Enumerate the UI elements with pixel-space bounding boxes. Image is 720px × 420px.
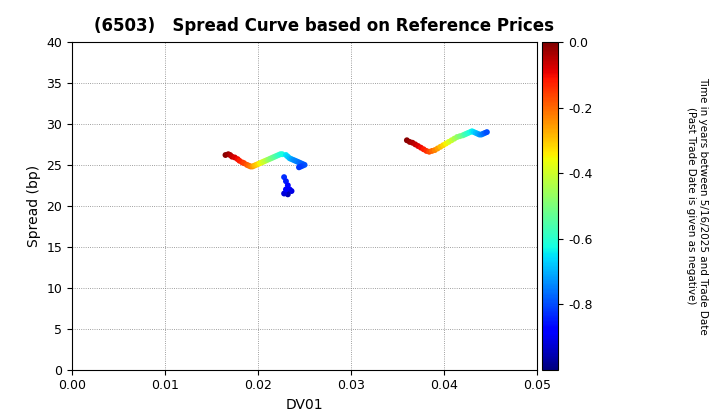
- Point: [407, 139, 418, 146]
- Point: [265, 155, 276, 162]
- Point: [415, 144, 426, 151]
- Point: [241, 161, 253, 168]
- Point: [247, 163, 258, 170]
- Point: [454, 133, 466, 139]
- Point: [258, 158, 269, 165]
- Point: [282, 182, 294, 189]
- Point: [280, 178, 292, 184]
- Point: [238, 160, 250, 167]
- Point: [462, 129, 474, 136]
- Point: [423, 148, 435, 155]
- Point: [260, 158, 271, 164]
- Point: [248, 162, 260, 169]
- Point: [293, 164, 305, 171]
- Point: [264, 156, 275, 163]
- Point: [287, 157, 299, 163]
- Point: [420, 147, 432, 154]
- Point: [225, 152, 236, 158]
- Point: [475, 131, 487, 138]
- Point: [286, 188, 297, 194]
- Point: [220, 152, 231, 158]
- Point: [245, 163, 256, 170]
- Point: [426, 147, 438, 154]
- Point: [477, 130, 489, 137]
- Point: [251, 161, 262, 168]
- Point: [297, 161, 308, 168]
- Point: [295, 160, 307, 167]
- Point: [459, 131, 470, 138]
- Point: [410, 141, 421, 148]
- Point: [435, 144, 446, 150]
- Point: [222, 151, 234, 158]
- Point: [267, 154, 279, 161]
- Point: [271, 152, 282, 159]
- Point: [293, 159, 305, 166]
- Point: [279, 190, 290, 197]
- Point: [467, 128, 478, 135]
- Point: [443, 139, 454, 145]
- Point: [468, 129, 480, 135]
- Point: [295, 163, 307, 170]
- Point: [440, 140, 451, 147]
- Point: [401, 137, 413, 144]
- Point: [261, 157, 273, 163]
- Point: [461, 130, 472, 137]
- Point: [418, 146, 429, 152]
- Point: [269, 153, 281, 160]
- Point: [280, 152, 292, 158]
- Point: [464, 129, 476, 135]
- Point: [446, 137, 457, 144]
- Point: [252, 161, 264, 168]
- Point: [438, 142, 449, 149]
- Point: [472, 130, 483, 137]
- Point: [432, 145, 444, 152]
- Point: [234, 158, 246, 164]
- Point: [282, 191, 294, 198]
- Point: [299, 161, 310, 168]
- Point: [289, 158, 301, 164]
- Point: [470, 129, 482, 136]
- Point: [229, 154, 240, 161]
- Point: [429, 147, 441, 153]
- Point: [226, 153, 238, 160]
- Y-axis label: Time in years between 5/16/2025 and Trade Date
(Past Trade Date is given as nega: Time in years between 5/16/2025 and Trad…: [686, 77, 708, 335]
- Point: [449, 135, 460, 142]
- Point: [297, 162, 308, 169]
- Point: [279, 174, 290, 181]
- Point: [276, 151, 288, 158]
- Point: [273, 152, 284, 158]
- Point: [404, 139, 415, 145]
- Point: [232, 156, 243, 163]
- Point: [284, 155, 295, 162]
- Point: [451, 134, 463, 140]
- Point: [280, 186, 292, 193]
- Point: [474, 131, 485, 138]
- Point: [243, 162, 254, 169]
- Point: [282, 153, 294, 160]
- Point: [481, 129, 492, 135]
- Y-axis label: Spread (bp): Spread (bp): [27, 165, 41, 247]
- Point: [284, 186, 295, 193]
- Point: [254, 160, 266, 167]
- Point: [280, 189, 292, 196]
- X-axis label: DV01: DV01: [286, 398, 323, 412]
- Point: [274, 151, 286, 158]
- Point: [292, 158, 303, 165]
- Point: [413, 143, 424, 150]
- Text: (6503)   Spread Curve based on Reference Prices: (6503) Spread Curve based on Reference P…: [94, 17, 554, 35]
- Point: [480, 129, 491, 136]
- Point: [256, 159, 268, 166]
- Point: [457, 132, 469, 139]
- Point: [286, 156, 297, 163]
- Point: [236, 159, 248, 166]
